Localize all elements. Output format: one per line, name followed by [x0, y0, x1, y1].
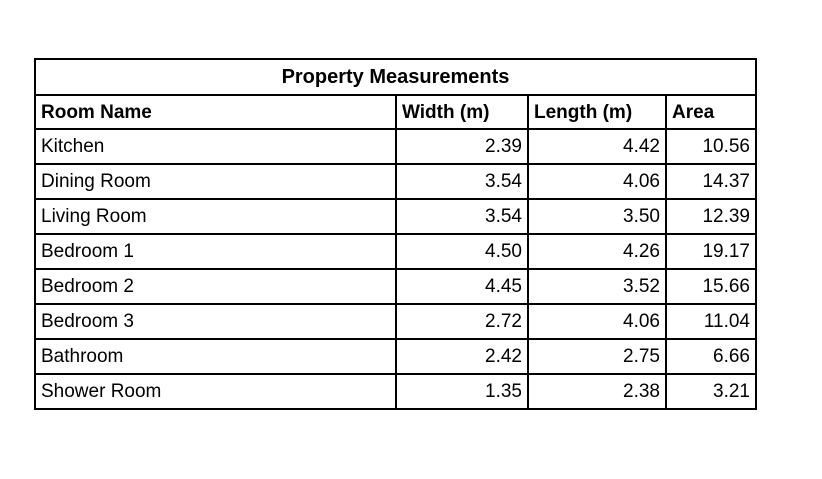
property-measurements-table: Property Measurements Room Name Width (m…	[34, 58, 757, 410]
table-title: Property Measurements	[34, 58, 757, 96]
width-cell: 2.72	[395, 303, 529, 340]
width-cell: 1.35	[395, 373, 529, 410]
area-cell: 19.17	[665, 233, 757, 270]
width-cell: 4.50	[395, 233, 529, 270]
width-cell: 4.45	[395, 268, 529, 305]
table-row: Kitchen 2.39 4.42 10.56	[34, 128, 757, 165]
table-row: Bedroom 2 4.45 3.52 15.66	[34, 268, 757, 305]
table-title-row: Property Measurements	[34, 58, 757, 96]
table-row: Living Room 3.54 3.50 12.39	[34, 198, 757, 235]
length-cell: 2.38	[527, 373, 667, 410]
area-cell: 12.39	[665, 198, 757, 235]
length-cell: 3.52	[527, 268, 667, 305]
column-header-room-name: Room Name	[34, 94, 397, 130]
area-cell: 14.37	[665, 163, 757, 200]
room-name-cell: Kitchen	[34, 128, 397, 165]
width-cell: 3.54	[395, 198, 529, 235]
table-row: Shower Room 1.35 2.38 3.21	[34, 373, 757, 410]
table-row: Bedroom 3 2.72 4.06 11.04	[34, 303, 757, 340]
area-cell: 15.66	[665, 268, 757, 305]
length-cell: 4.26	[527, 233, 667, 270]
area-cell: 6.66	[665, 338, 757, 375]
table-body: Kitchen 2.39 4.42 10.56 Dining Room 3.54 4.06 1…	[34, 128, 757, 410]
table-row: Bedroom 1 4.50 4.26 19.17	[34, 233, 757, 270]
width-cell: 2.39	[395, 128, 529, 165]
room-name-cell: Bathroom	[34, 338, 397, 375]
room-name-cell: Dining Room	[34, 163, 397, 200]
table-row: Bathroom 2.42 2.75 6.66	[34, 338, 757, 375]
length-cell: 4.06	[527, 303, 667, 340]
room-name-cell: Living Room	[34, 198, 397, 235]
length-cell: 3.50	[527, 198, 667, 235]
room-name-cell: Bedroom 3	[34, 303, 397, 340]
area-cell: 11.04	[665, 303, 757, 340]
length-cell: 2.75	[527, 338, 667, 375]
column-header-length: Length (m)	[527, 94, 667, 130]
room-name-cell: Shower Room	[34, 373, 397, 410]
column-header-width: Width (m)	[395, 94, 529, 130]
length-cell: 4.06	[527, 163, 667, 200]
table-row: Dining Room 3.54 4.06 14.37	[34, 163, 757, 200]
width-cell: 3.54	[395, 163, 529, 200]
room-name-cell: Bedroom 2	[34, 268, 397, 305]
area-cell: 3.21	[665, 373, 757, 410]
room-name-cell: Bedroom 1	[34, 233, 397, 270]
width-cell: 2.42	[395, 338, 529, 375]
table-header-row: Room Name Width (m) Length (m) Area	[34, 94, 757, 130]
area-cell: 10.56	[665, 128, 757, 165]
column-header-area: Area	[665, 94, 757, 130]
length-cell: 4.42	[527, 128, 667, 165]
